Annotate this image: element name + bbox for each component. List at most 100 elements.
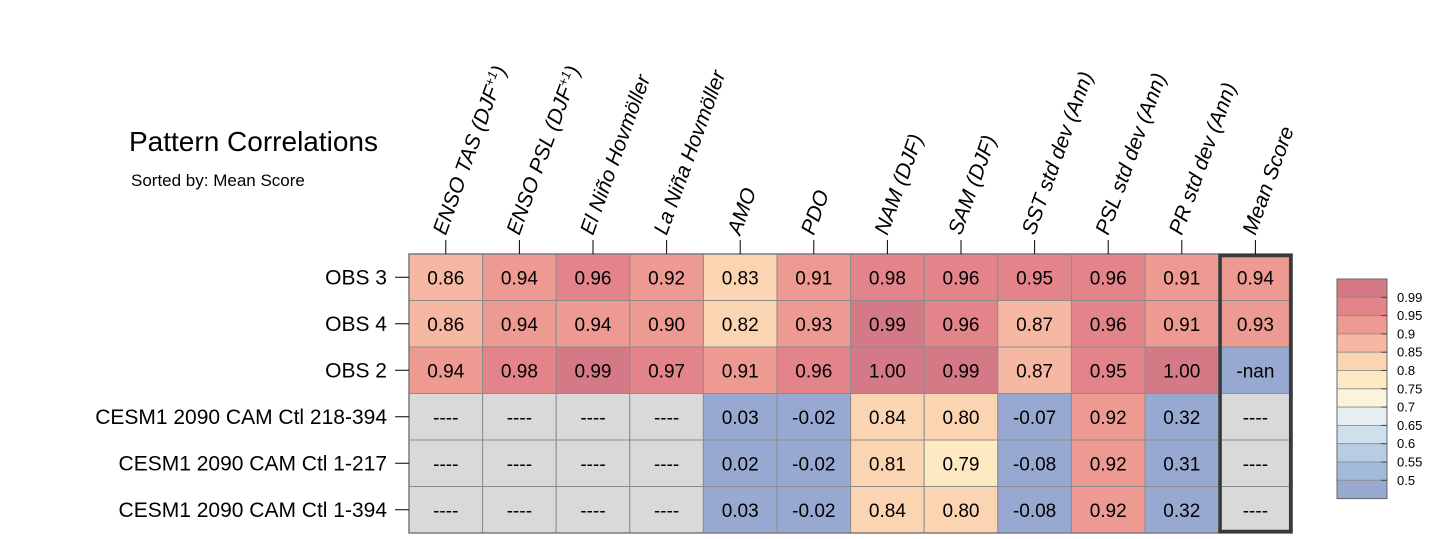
heatmap-cell <box>776 300 852 348</box>
heatmap-cell <box>1070 300 1146 348</box>
cell-value: ---- <box>507 408 532 429</box>
cell-value: 1.00 <box>869 361 906 382</box>
cell-value: 0.96 <box>943 268 980 289</box>
colorbar-swatch <box>1336 461 1388 481</box>
cell-value: 0.84 <box>869 501 906 522</box>
cell-value: 0.94 <box>575 315 612 336</box>
column-label-sst-std-dev-ann: SST std dev (Ann) <box>1018 69 1098 238</box>
heatmap-cell <box>923 486 999 534</box>
colorbar-label: 0.95 <box>1397 308 1422 323</box>
cell-value: ---- <box>1243 454 1268 475</box>
colorbar-swatch <box>1336 333 1388 353</box>
cell-value: 0.93 <box>795 315 832 336</box>
colorbar-swatch <box>1336 443 1388 463</box>
cell-value: 0.96 <box>575 268 612 289</box>
column-label-mean-score: Mean Score <box>1238 123 1298 237</box>
cell-value: 0.31 <box>1163 454 1200 475</box>
heatmap-cell <box>997 486 1072 534</box>
cell-value: 0.83 <box>722 268 759 289</box>
colorbar-swatch <box>1336 388 1388 408</box>
cell-value: -0.02 <box>792 454 835 475</box>
cell-value: 0.94 <box>501 315 538 336</box>
column-label-el-ni-o-hovm-ller: El Niño Hovmöller <box>576 71 655 238</box>
heatmap-cell <box>1070 486 1146 534</box>
cell-value: -0.02 <box>792 408 835 429</box>
column-label-psl-std-dev-ann: PSL std dev (Ann) <box>1091 70 1171 238</box>
cell-value: 0.93 <box>1237 315 1274 336</box>
heatmap-cell <box>702 346 778 394</box>
column-label-pdo: PDO <box>797 187 834 238</box>
cell-value: 0.98 <box>501 361 538 382</box>
heatmap-cell <box>1070 346 1146 394</box>
row-label-obs-3: OBS 3 <box>325 266 387 289</box>
cell-value: ---- <box>433 408 458 429</box>
colorbar-swatch <box>1336 406 1388 426</box>
chart-subtitle: Sorted by: Mean Score <box>131 171 305 190</box>
cell-value: 0.80 <box>943 408 980 429</box>
colorbar-label: 0.7 <box>1397 400 1415 415</box>
heatmap-cell <box>702 300 778 348</box>
cell-value: 0.96 <box>795 361 832 382</box>
cell-value: 0.91 <box>1163 268 1200 289</box>
heatmap-cell <box>482 486 557 534</box>
cell-value: 0.95 <box>1016 268 1053 289</box>
cell-value: -0.08 <box>1013 454 1056 475</box>
heatmap-cell <box>1144 439 1220 487</box>
cell-value: 0.92 <box>1090 501 1127 522</box>
heatmap-cell <box>1070 393 1146 441</box>
heatmap-cell <box>1144 393 1220 441</box>
heatmap-cell <box>1144 346 1220 394</box>
cell-value: ---- <box>654 454 679 475</box>
cell-value: 1.00 <box>1163 361 1200 382</box>
cell-value: ---- <box>507 501 532 522</box>
colorbar-swatch <box>1336 370 1388 390</box>
colorbar-label: 0.75 <box>1397 381 1422 396</box>
column-label-sam-djf: SAM (DJF) <box>944 132 1001 237</box>
cell-value: 0.91 <box>1163 315 1200 336</box>
cell-value: 0.91 <box>795 268 832 289</box>
cell-value: ---- <box>433 501 458 522</box>
heatmap-cell <box>629 439 704 487</box>
heatmap-cell <box>408 253 484 301</box>
cell-value: 0.94 <box>1237 268 1274 289</box>
cell-value: 0.96 <box>943 315 980 336</box>
heatmap-cell <box>629 300 704 348</box>
heatmap-cell <box>923 300 999 348</box>
heatmap-cell <box>850 346 925 394</box>
cell-value: 0.32 <box>1163 408 1200 429</box>
cell-value: -nan <box>1236 361 1274 382</box>
cell-value: 0.92 <box>1090 454 1127 475</box>
colorbar-label: 0.55 <box>1397 455 1422 470</box>
cell-value: 0.91 <box>722 361 759 382</box>
colorbar-label: 0.99 <box>1397 290 1422 305</box>
cell-value: 0.97 <box>648 361 685 382</box>
row-label-cesm1-2090-cam-ctl-1-394: CESM1 2090 CAM Ctl 1-394 <box>119 499 388 522</box>
cell-value: 0.96 <box>1090 315 1127 336</box>
colorbar-label: 0.5 <box>1397 473 1415 488</box>
cell-value: 0.86 <box>427 315 464 336</box>
heatmap-cell <box>1070 253 1146 301</box>
colorbar-label: 0.85 <box>1397 345 1422 360</box>
cell-value: 0.94 <box>427 361 464 382</box>
heatmap-cell <box>850 253 925 301</box>
column-label-nam-djf: NAM (DJF) <box>870 131 928 238</box>
cell-value: ---- <box>1243 408 1268 429</box>
colorbar-label: 0.9 <box>1397 326 1415 341</box>
row-label-obs-2: OBS 2 <box>325 359 387 382</box>
column-label-enso-tas-djf-1: ENSO TAS (DJF+1) <box>427 62 511 237</box>
cell-value: 0.99 <box>869 315 906 336</box>
colorbar-swatch <box>1336 315 1388 335</box>
cell-value: -0.02 <box>792 501 835 522</box>
cell-value: 0.98 <box>869 268 906 289</box>
heatmap-cell <box>776 439 852 487</box>
cell-value: 0.02 <box>722 454 759 475</box>
cell-value: 0.99 <box>943 361 980 382</box>
mean-score-column-highlight <box>1218 253 1293 534</box>
colorbar-swatch <box>1336 296 1388 316</box>
cell-value: ---- <box>507 454 532 475</box>
colorbar-swatch <box>1336 424 1388 445</box>
cell-value: ---- <box>433 454 458 475</box>
heatmap-cell <box>997 253 1072 301</box>
cell-value: 0.99 <box>575 361 612 382</box>
